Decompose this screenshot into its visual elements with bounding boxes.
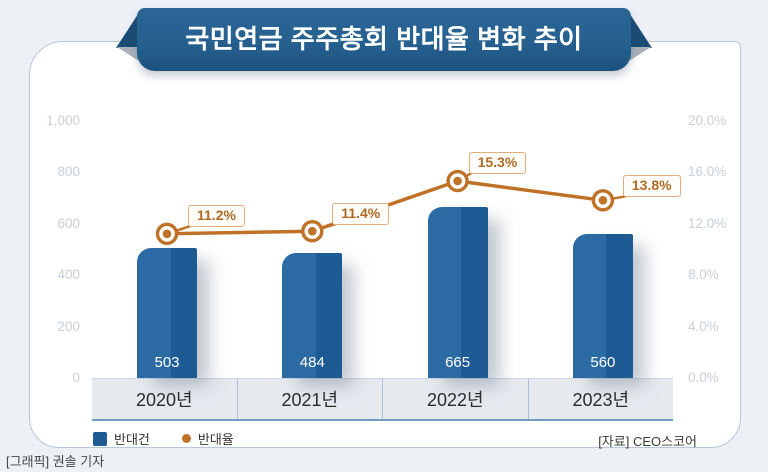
right-axis-tick: 12.0%: [688, 215, 727, 231]
x-axis-label: 2021년: [236, 379, 383, 419]
bar-face-dark: [315, 253, 343, 378]
rate-callout: 11.2%: [188, 204, 245, 227]
bar-value-label: 665: [445, 354, 471, 371]
legend-line-label: 반대율: [197, 432, 234, 447]
bar-face-light: [572, 233, 607, 378]
bar-face-dark: [461, 206, 488, 378]
bar-2021년: [282, 253, 343, 378]
right-axis-tick: 16.0%: [688, 164, 727, 179]
x-axis-label: 2022년: [382, 379, 528, 419]
bar-face-light: [137, 248, 171, 378]
source-text: [자료] CEO스코어: [598, 434, 697, 449]
bar-value-label: 503: [154, 354, 180, 371]
legend-line-marker-icon: [181, 434, 191, 443]
x-axis-label: 2023년: [527, 379, 674, 419]
right-axis-tick: 0.0%: [688, 370, 719, 385]
rate-callout: 11.4%: [332, 203, 390, 226]
left-axis-tick: 600: [57, 215, 80, 231]
bar-face-dark: [606, 233, 633, 378]
x-axis-band: 2020년 2021년 2022년 2023년: [92, 378, 673, 421]
legend-bar-label: 반대건: [114, 432, 150, 447]
rate-callout: 15.3%: [468, 152, 527, 174]
bar-2020년: [137, 248, 197, 378]
legend: 반대건 반대율: [93, 429, 234, 448]
bar-2022년: [427, 206, 488, 378]
bar-value-label: 560: [590, 354, 616, 371]
left-axis-tick: 0: [72, 370, 80, 385]
right-axis-tick: 8.0%: [688, 267, 719, 282]
legend-line-marker-core: [185, 435, 187, 442]
x-axis-label: 2020년: [135, 390, 193, 410]
bar-face-light: [427, 206, 462, 378]
right-axis-tick: 4.0%: [688, 318, 719, 334]
right-axis-tick: 20.0%: [688, 112, 727, 128]
rate-callout: 13.8%: [622, 175, 681, 198]
left-axis-tick: 800: [57, 164, 80, 179]
credit-text: [그래픽] 권솔 기자: [6, 454, 105, 469]
chart-title: 국민연금 주주총회 반대율 변화 추이: [137, 8, 631, 71]
legend-bar-swatch: [93, 431, 107, 446]
left-axis-tick: 200: [57, 318, 80, 334]
left-axis-tick: 400: [57, 267, 80, 282]
bar-2023년: [572, 233, 633, 378]
bar-face-dark: [170, 248, 197, 378]
left-axis-tick: 1,000: [46, 112, 80, 128]
bar-value-label: 484: [299, 354, 325, 371]
bar-face-light: [282, 253, 316, 378]
